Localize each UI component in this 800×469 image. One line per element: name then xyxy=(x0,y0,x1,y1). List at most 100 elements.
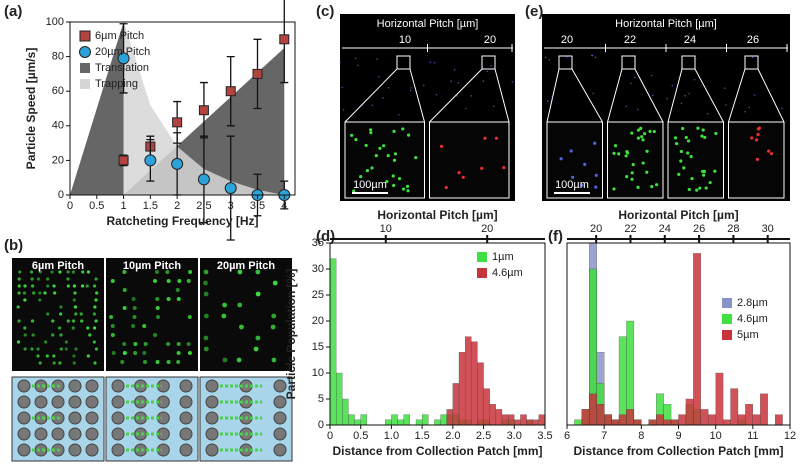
particle xyxy=(461,175,465,179)
particle xyxy=(650,184,654,189)
histogram-bar xyxy=(471,341,478,426)
particle xyxy=(18,270,22,274)
histogram-bar xyxy=(520,414,527,426)
particle xyxy=(203,280,208,286)
micro-post xyxy=(85,411,99,425)
image-caption: 10µm Pitch xyxy=(123,260,182,272)
particle xyxy=(38,361,42,365)
speck xyxy=(342,108,345,111)
histogram-bar xyxy=(618,414,627,426)
particle xyxy=(630,177,634,181)
histogram-bar xyxy=(722,419,731,426)
particle xyxy=(133,342,138,346)
particle xyxy=(59,333,63,337)
particle xyxy=(237,269,243,275)
legend-swatch xyxy=(79,46,91,58)
particle xyxy=(559,157,563,161)
particle xyxy=(93,305,97,309)
particle xyxy=(625,175,629,179)
x-tick-label: 3.5 xyxy=(250,200,265,212)
particle xyxy=(86,326,90,330)
micro-post xyxy=(111,443,125,457)
particle xyxy=(203,335,209,341)
particle xyxy=(640,135,644,139)
speck xyxy=(688,92,690,95)
particle xyxy=(142,324,147,328)
particle xyxy=(700,134,704,138)
histogram-bar xyxy=(604,414,612,426)
histogram-bar xyxy=(440,414,447,426)
y-tick-label: 5 xyxy=(318,393,324,405)
particle xyxy=(767,149,771,153)
speck xyxy=(486,70,489,73)
particle xyxy=(30,284,35,288)
particle xyxy=(122,270,127,274)
particle xyxy=(186,279,191,283)
panel-label: (b) xyxy=(4,237,23,254)
x-tick-label: 10 xyxy=(710,430,722,442)
particle xyxy=(155,360,160,364)
particle xyxy=(71,270,76,274)
legend-swatch xyxy=(80,79,90,89)
particle xyxy=(203,291,209,297)
x-axis-label: Distance from Collection Patch [mm] xyxy=(573,444,783,458)
micro-post xyxy=(179,379,193,393)
particle xyxy=(187,315,192,319)
particle xyxy=(255,335,261,341)
histogram-bar xyxy=(464,336,472,426)
histogram-bar xyxy=(477,362,484,426)
histogram-bar xyxy=(648,419,657,426)
image-caption: 20µm Pitch xyxy=(217,260,276,272)
particle xyxy=(30,319,35,323)
micro-post xyxy=(17,395,31,409)
particle xyxy=(85,284,89,288)
speck xyxy=(361,104,364,106)
histogram-bar xyxy=(760,393,768,426)
particle xyxy=(414,155,418,160)
micro-post xyxy=(17,379,31,393)
particle xyxy=(483,136,487,140)
speck xyxy=(339,61,341,64)
histogram-bar xyxy=(633,419,642,426)
y-tick-label: 100 xyxy=(46,16,64,28)
speck xyxy=(693,78,696,81)
particle xyxy=(648,129,652,133)
speck xyxy=(723,87,726,90)
particle xyxy=(593,141,597,145)
histogram-bar xyxy=(385,419,392,426)
x-tick-label: 0 xyxy=(327,430,333,442)
zoom-line xyxy=(546,68,603,123)
roi xyxy=(744,55,759,70)
inset xyxy=(429,121,510,199)
particle xyxy=(17,277,21,281)
y-tick-label: 0 xyxy=(58,189,64,201)
speck xyxy=(371,104,374,107)
x-tick-label: 2 xyxy=(174,200,180,212)
particle xyxy=(221,313,227,319)
particle xyxy=(695,188,699,192)
legend-label: 2.8µm xyxy=(737,297,768,309)
x-tick-label: 0.5 xyxy=(353,430,368,442)
roi xyxy=(621,55,636,70)
histogram-bar xyxy=(348,414,355,426)
speck xyxy=(511,81,514,83)
particle xyxy=(571,175,575,179)
particle xyxy=(502,165,506,170)
legend-label: 1µm xyxy=(492,251,514,263)
y-tick-label: 40 xyxy=(52,120,64,132)
x2-tick-label: 22 xyxy=(624,223,636,235)
particle xyxy=(686,151,690,155)
particle xyxy=(155,297,160,301)
micro-post xyxy=(85,395,99,409)
y-tick-label: 30 xyxy=(312,263,324,275)
speck xyxy=(548,59,551,61)
particle xyxy=(392,129,396,133)
speck xyxy=(398,113,400,116)
particle xyxy=(23,347,27,351)
marker xyxy=(172,117,183,128)
y-tick-label: 60 xyxy=(52,85,64,97)
legend-label: Translation xyxy=(95,62,149,74)
x-tick-label: 11 xyxy=(747,430,758,442)
speck xyxy=(591,54,594,57)
